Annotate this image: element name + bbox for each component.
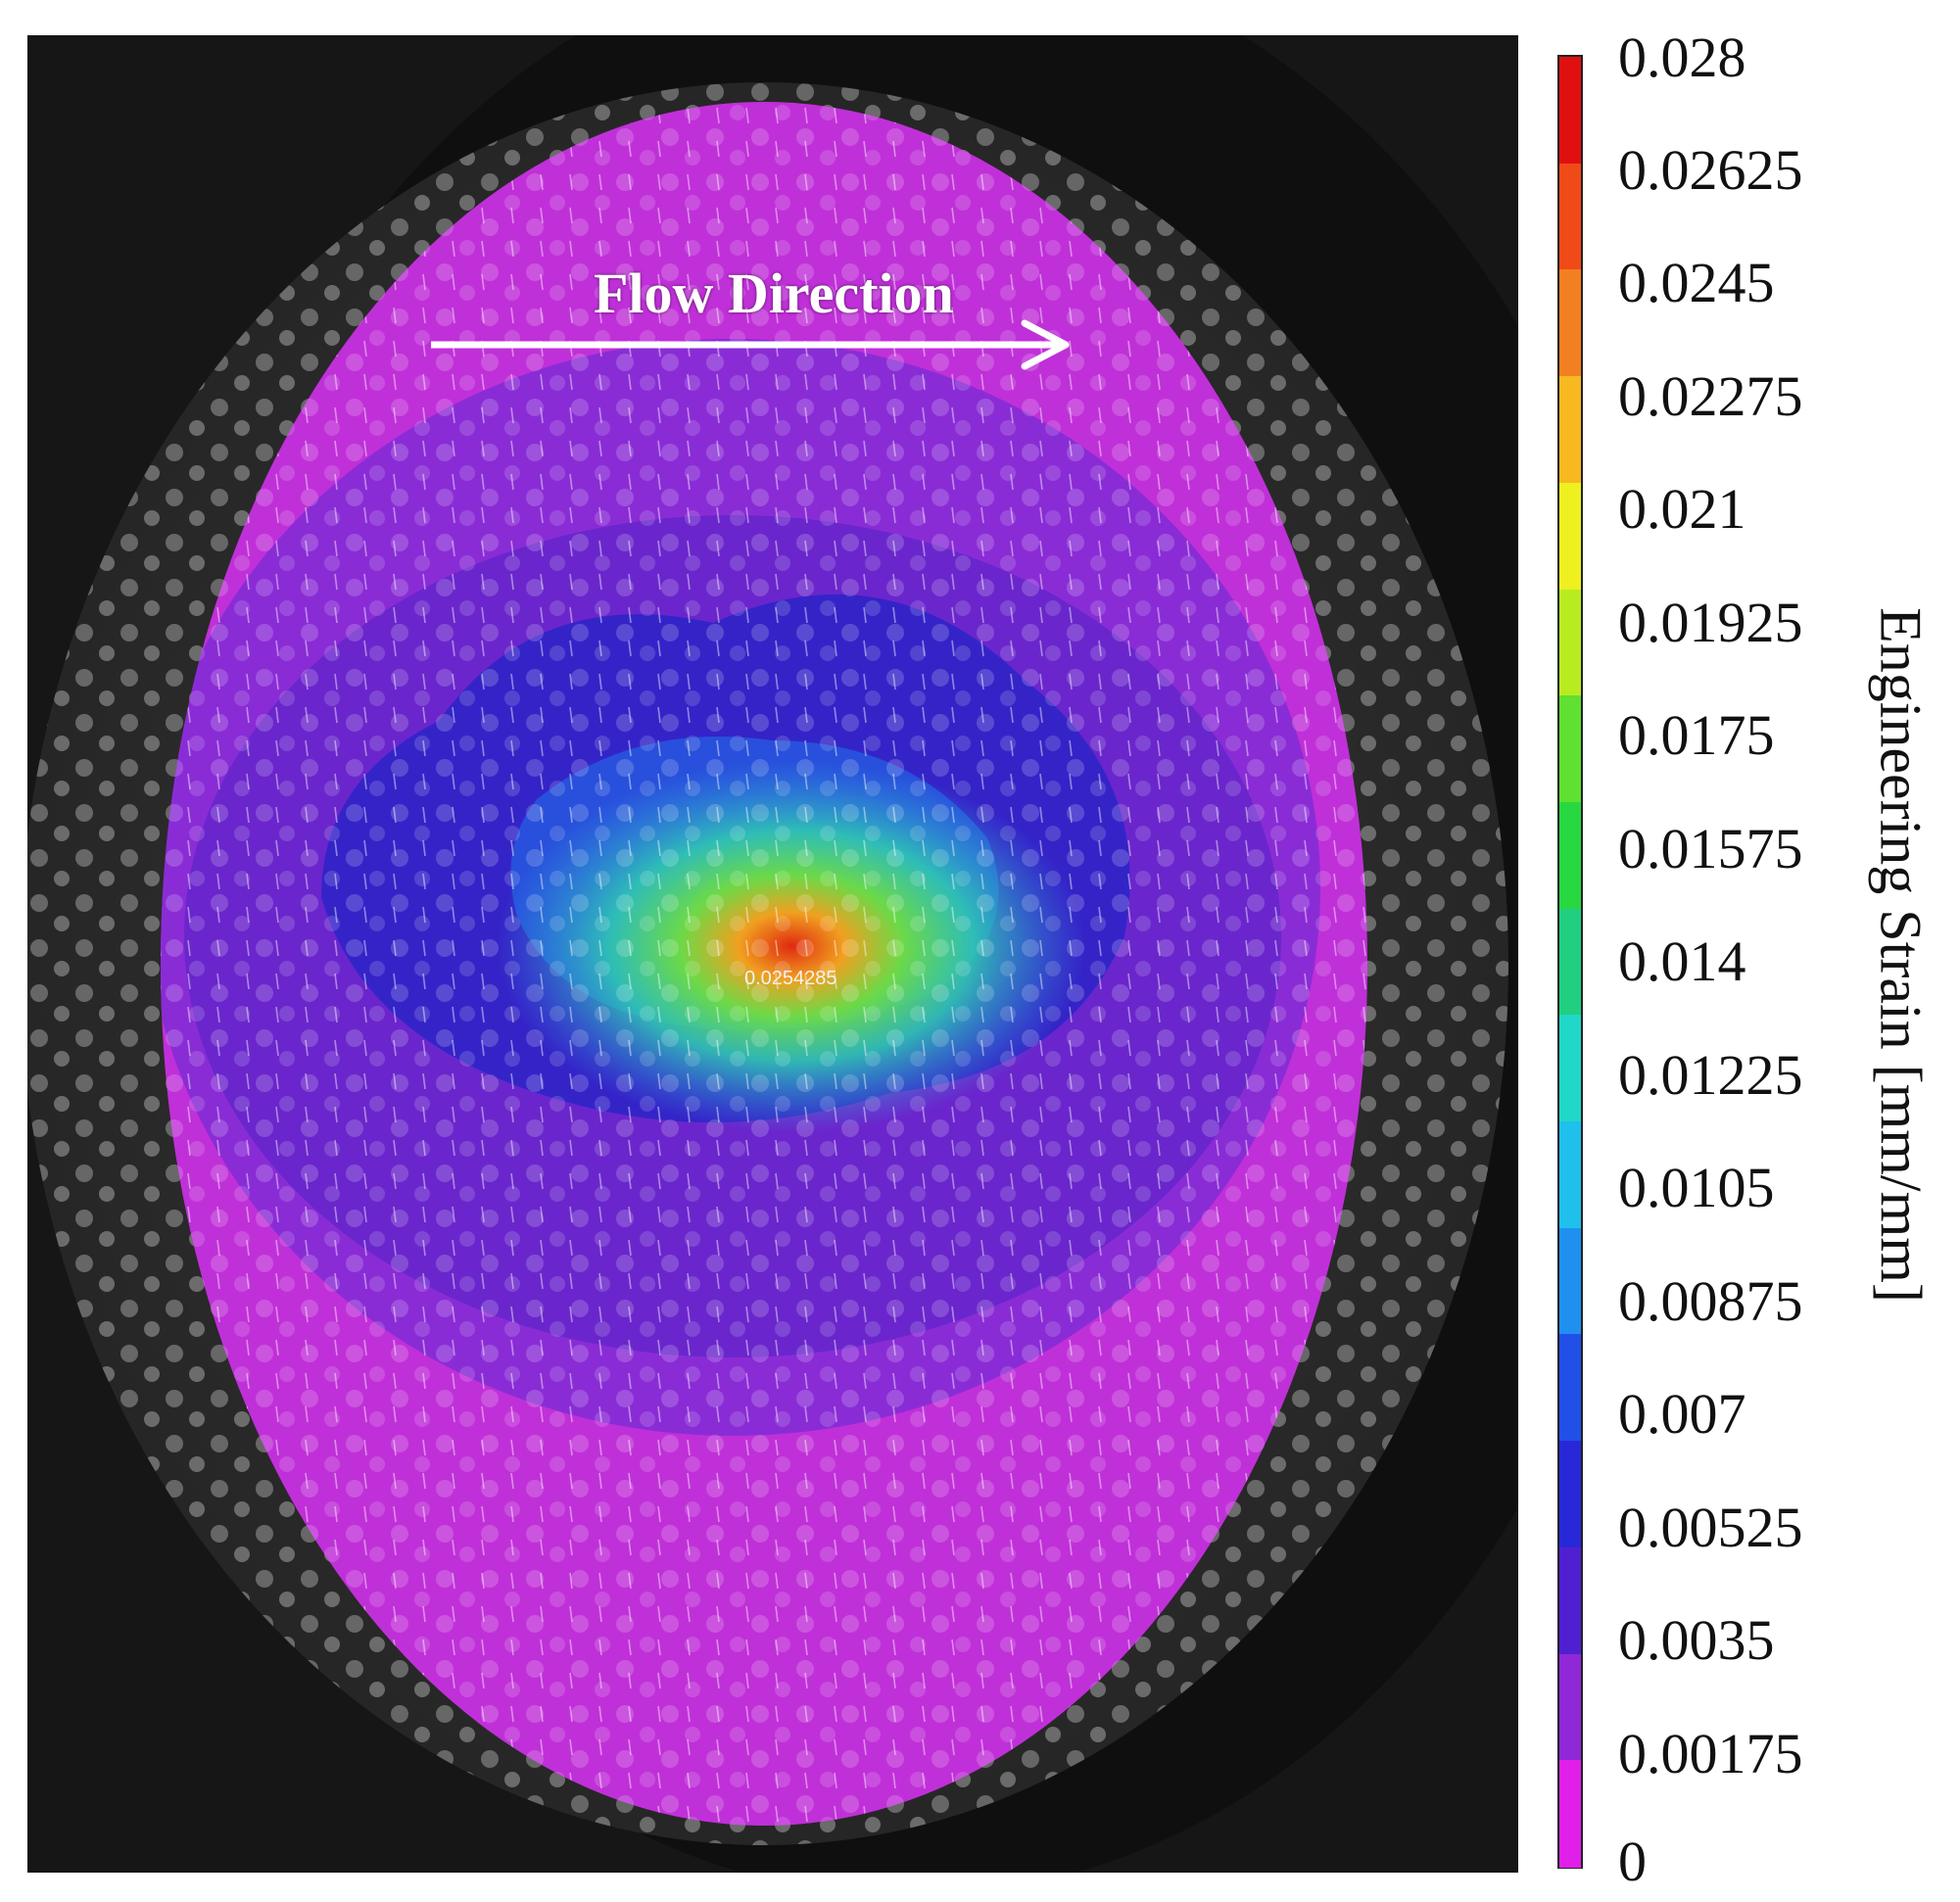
colorbar-tick-label: 0.021 <box>1618 477 1746 541</box>
colorbar-tick-label: 0.028 <box>1618 25 1746 89</box>
colorbar-tick-label: 0.01575 <box>1618 816 1803 880</box>
colorbar-tick-label: 0.014 <box>1618 929 1746 993</box>
colorbar-tick-label: 0.0035 <box>1618 1608 1775 1672</box>
colorbar-tick-label: 0.00525 <box>1618 1495 1803 1559</box>
colorbar-segment <box>1559 57 1581 165</box>
colorbar-tick-label: 0.007 <box>1618 1382 1746 1446</box>
colorbar-tick-label: 0.0245 <box>1618 251 1775 314</box>
strain-field-svg <box>27 35 1518 1873</box>
colorbar-segment <box>1559 1121 1581 1229</box>
colorbar-segment <box>1559 1441 1581 1548</box>
colorbar-tick-label: 0.01925 <box>1618 590 1803 654</box>
colorbar-tick-label: 0.0105 <box>1618 1156 1775 1219</box>
colorbar-segment <box>1559 801 1581 910</box>
peak-strain-value: 0.0254285 <box>744 968 837 989</box>
colorbar-tick-label: 0.02625 <box>1618 137 1803 202</box>
colorbar-segment <box>1559 482 1581 591</box>
colorbar-tick-label: 0.00175 <box>1618 1721 1803 1785</box>
colorbar-segment <box>1559 269 1581 378</box>
colorbar-segment <box>1559 1653 1581 1762</box>
colorbar-tick-label: 0.01225 <box>1618 1042 1803 1107</box>
colorbar-segment <box>1559 1334 1581 1443</box>
colorbar <box>1557 55 1583 1869</box>
flow-direction-arrow <box>431 319 1070 370</box>
strain-map-image <box>27 35 1518 1873</box>
colorbar-segment <box>1559 1546 1581 1655</box>
colorbar-segment <box>1559 1760 1581 1868</box>
colorbar-segment <box>1559 1227 1581 1336</box>
colorbar-title: Engineering Strain [mm/mm] <box>1868 607 1934 1303</box>
colorbar-segment <box>1559 589 1581 697</box>
colorbar-segment <box>1559 163 1581 271</box>
colorbar-tick-label: 0.02275 <box>1618 363 1803 428</box>
colorbar-segment <box>1559 376 1581 484</box>
colorbar-tick-label: 0 <box>1618 1830 1647 1893</box>
colorbar-segment <box>1559 1015 1581 1123</box>
colorbar-segment <box>1559 908 1581 1017</box>
colorbar-tick-label: 0.0175 <box>1618 703 1775 767</box>
colorbar-tick-label: 0.00875 <box>1618 1268 1803 1333</box>
colorbar-segment <box>1559 695 1581 803</box>
flow-direction-label: Flow Direction <box>594 262 954 325</box>
